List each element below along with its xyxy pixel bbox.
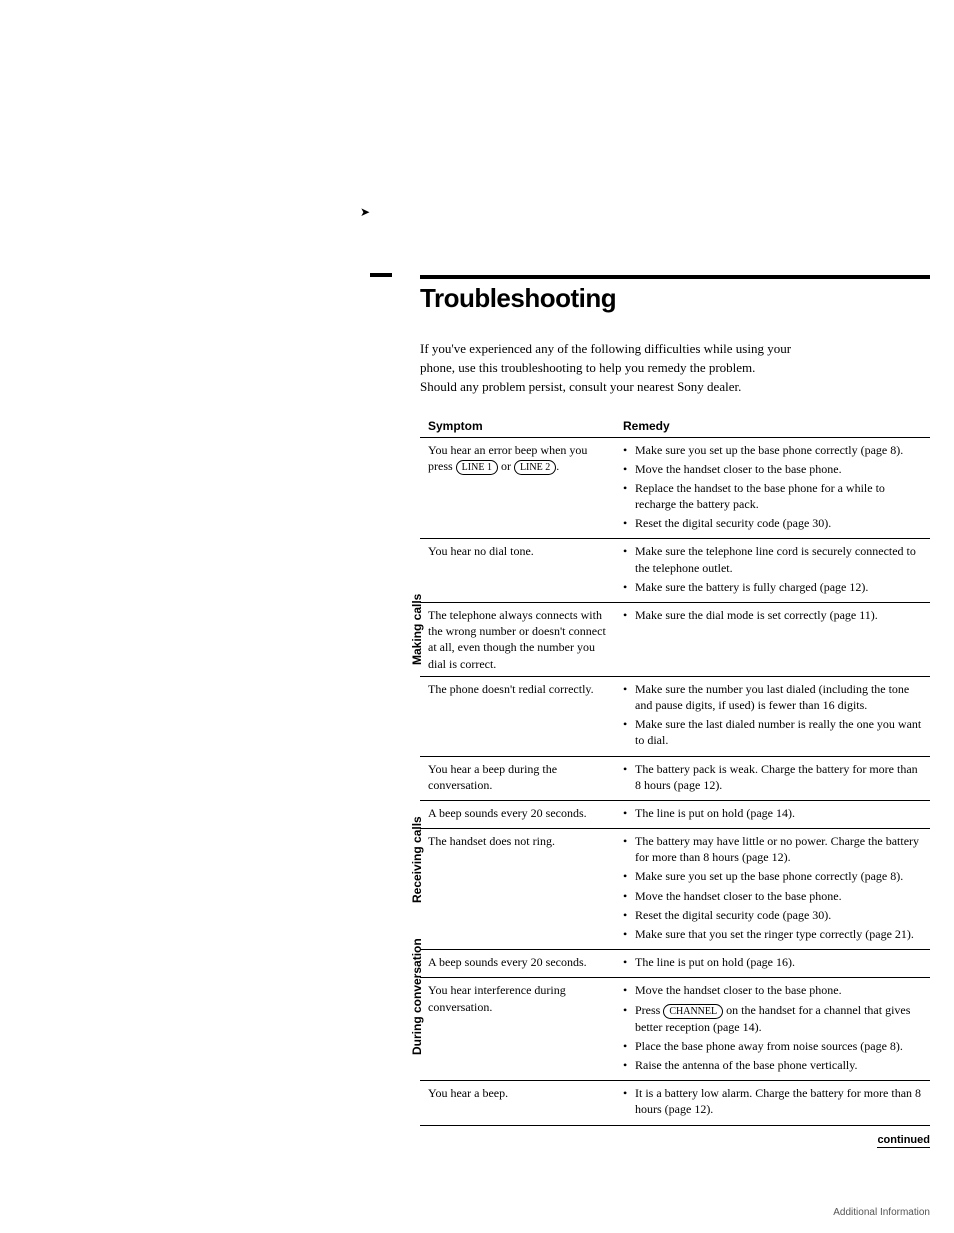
remedy-item: The line is put on hold (page 14). [623,805,926,821]
page-content: ➤ Troubleshooting If you've experienced … [420,275,930,1176]
remedy-item: Place the base phone away from noise sou… [623,1038,926,1054]
remedy-item: Press CHANNEL on the handset for a chann… [623,1002,926,1035]
symptom-text: or [498,459,514,473]
remedy-item: Make sure you set up the base phone corr… [623,442,926,458]
remedy-text: Press [635,1003,663,1017]
title-dash [370,273,392,277]
remedy-item: Make sure the battery is fully charged (… [623,579,926,595]
remedy-cell: Make sure the dial mode is set correctly… [615,603,930,677]
remedy-item: Make sure you set up the base phone corr… [623,868,926,884]
remedy-cell: The line is put on hold (page 14). [615,800,930,828]
intro-paragraph: If you've experienced any of the followi… [420,340,930,397]
symptom-cell: You hear no dial tone. [420,539,615,603]
remedy-list: Move the handset closer to the base phon… [623,982,926,1073]
remedy-list: It is a battery low alarm. Charge the ba… [623,1085,926,1117]
remedy-list: The battery may have little or no power.… [623,833,926,942]
remedy-list: The line is put on hold (page 16). [623,954,926,970]
footer-text: Additional Information [833,1207,930,1218]
page-title: Troubleshooting [420,283,930,314]
remedy-list: The line is put on hold (page 14). [623,805,926,821]
remedy-list: Make sure the dial mode is set correctly… [623,607,926,623]
remedy-cell: Make sure the telephone line cord is sec… [615,539,930,603]
remedy-item: Reset the digital security code (page 30… [623,515,926,531]
remedy-item: Make sure the last dialed number is real… [623,716,926,748]
table-container: Making calls Receiving calls During conv… [420,415,930,1176]
symptom-cell: You hear a beep during the conversation. [420,756,615,800]
symptom-cell: The handset does not ring. [420,829,615,950]
remedy-item: Move the handset closer to the base phon… [623,982,926,998]
remedy-item: Replace the handset to the base phone fo… [623,480,926,512]
symptom-cell: The telephone always connects with the w… [420,603,615,677]
remedy-item: Move the handset closer to the base phon… [623,888,926,904]
intro-line: Should any problem persist, consult your… [420,379,741,394]
decorative-mark: ➤ [360,205,370,220]
troubleshooting-table: Symptom Remedy You hear an error beep wh… [420,415,930,1126]
intro-line: If you've experienced any of the followi… [420,341,791,356]
remedy-cell: The line is put on hold (page 16). [615,950,930,978]
symptom-cell: A beep sounds every 20 seconds. [420,800,615,828]
section-label-receiving: Receiving calls [410,816,424,903]
remedy-cell: Make sure you set up the base phone corr… [615,437,930,539]
symptom-cell: A beep sounds every 20 seconds. [420,950,615,978]
section-label-making: Making calls [410,593,424,664]
remedy-item: Make sure the number you last dialed (in… [623,681,926,713]
remedy-item: The line is put on hold (page 16). [623,954,926,970]
remedy-cell: It is a battery low alarm. Charge the ba… [615,1081,930,1125]
remedy-cell: Make sure the number you last dialed (in… [615,676,930,756]
continued-label: continued [877,1134,930,1148]
channel-button-label: CHANNEL [663,1004,723,1019]
remedy-item: The battery pack is weak. Charge the bat… [623,761,926,793]
remedy-cell: The battery pack is weak. Charge the bat… [615,756,930,800]
line1-button-label: LINE 1 [456,460,498,475]
line2-button-label: LINE 2 [514,460,556,475]
remedy-list: The battery pack is weak. Charge the bat… [623,761,926,793]
remedy-item: Raise the antenna of the base phone vert… [623,1057,926,1073]
symptom-cell: The phone doesn't redial correctly. [420,676,615,756]
remedy-item: Make sure that you set the ringer type c… [623,926,926,942]
remedy-list: Make sure the telephone line cord is sec… [623,543,926,595]
symptom-cell: You hear a beep. [420,1081,615,1125]
remedy-list: Make sure you set up the base phone corr… [623,442,926,532]
intro-line: phone, use this troubleshooting to help … [420,360,755,375]
title-bar: Troubleshooting [420,275,930,314]
remedy-item: Move the handset closer to the base phon… [623,461,926,477]
header-symptom: Symptom [420,415,615,438]
remedy-list: Make sure the number you last dialed (in… [623,681,926,749]
remedy-item: Make sure the dial mode is set correctly… [623,607,926,623]
remedy-item: It is a battery low alarm. Charge the ba… [623,1085,926,1117]
remedy-cell: Move the handset closer to the base phon… [615,978,930,1081]
symptom-cell: You hear an error beep when you press LI… [420,437,615,539]
header-remedy: Remedy [615,415,930,438]
remedy-item: The battery may have little or no power.… [623,833,926,865]
symptom-cell: You hear interference during conversatio… [420,978,615,1081]
remedy-item: Reset the digital security code (page 30… [623,907,926,923]
remedy-item: Make sure the telephone line cord is sec… [623,543,926,575]
section-label-during: During conversation [410,938,424,1055]
remedy-cell: The battery may have little or no power.… [615,829,930,950]
